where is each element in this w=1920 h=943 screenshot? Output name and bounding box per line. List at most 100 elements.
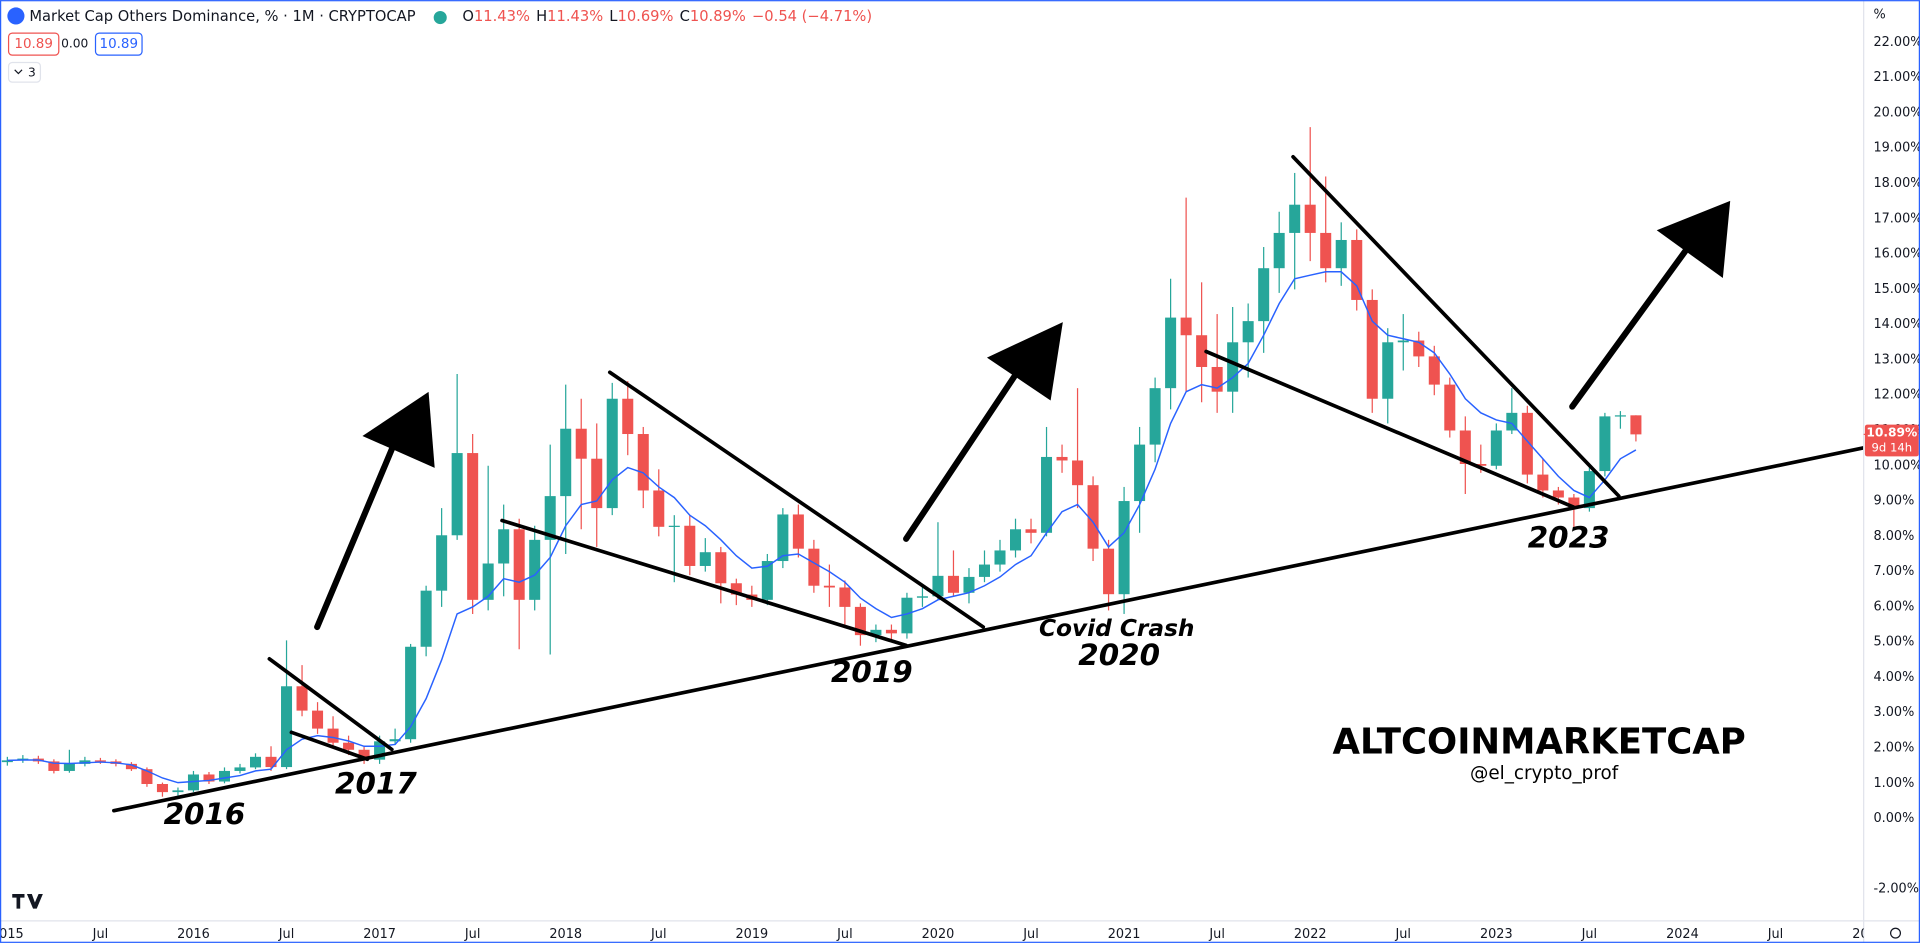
y-tick-label: 19.00% [1873,141,1920,156]
y-tick-label: 2.00% [1873,741,1914,756]
ohlc-key: C [680,8,690,25]
trendline [1291,154,1621,498]
buy-button[interactable] [94,32,143,56]
price-tag [1864,424,1919,457]
annotation: 2020 [1078,638,1160,672]
candle-body [94,760,106,762]
candle-body [622,398,634,435]
candle-body [1056,456,1068,461]
candle-body [1289,204,1301,233]
indicators-toggle[interactable] [7,61,42,83]
x-tick-label: 2018 [549,927,582,942]
y-tick-label: 10.00% [1873,458,1920,473]
candle-body [1599,416,1611,472]
candle-body [374,741,386,760]
x-tick-label: Jul [836,927,853,942]
change: −0.54 (−4.71%) [752,8,872,25]
candle-body [668,525,680,527]
candle-body [963,576,975,593]
ohlc-value: 11.43% [474,8,530,25]
trendline [112,445,1864,813]
sell-price[interactable]: 10.89 [14,37,53,52]
candle-body [870,629,882,636]
symbol-title: Market Cap Others Dominance, % · 1M · CR… [29,8,415,25]
candle-body [436,535,448,591]
arrow-shaft [314,440,398,631]
candle-body [1149,388,1161,445]
candle-body [606,398,618,509]
chevron-icon [14,69,23,75]
candle-body [265,756,277,768]
trendline [607,370,986,629]
candle-body [1010,529,1022,551]
candle-body [1537,474,1549,491]
candle-body [1552,490,1564,498]
candle-body [1351,239,1363,300]
y-tick-label: 17.00% [1873,211,1920,226]
candle-body [498,529,510,564]
candle-body [916,596,928,598]
y-tick-label: 22.00% [1873,35,1920,50]
candle-body [1490,430,1502,466]
buy-price[interactable]: 10.89 [100,37,139,52]
watermark-handle: @el_crypto_prof [1470,763,1619,784]
ohlc-value: 10.89% [690,8,746,25]
x-tick-label: Jul [650,927,667,942]
x-tick-label: 2024 [1666,927,1699,942]
candle-body [854,606,866,636]
settings-icon[interactable] [1890,927,1902,939]
arrow-head [986,322,1063,401]
candle-body [591,458,603,509]
logo[interactable] [12,893,43,909]
candle-body [1165,317,1177,389]
legend-title: Market Cap Others Dominance, % · 1M · CR… [29,7,872,27]
x-tick-label: 2015 [0,927,24,942]
y-tick-label: 15.00% [1873,282,1920,297]
trendline [289,730,370,762]
candle-body [1630,415,1642,435]
candle-body [684,525,696,566]
y-tick-label: 12.00% [1873,388,1920,403]
candle-body [1072,460,1084,486]
annotations: 2016 2017 2019 Covid Crash 2020 2023 ALT… [164,520,1746,831]
candle-body [1103,548,1115,595]
candle-body [405,646,417,740]
candle-body [994,550,1006,565]
arrow-head [1656,200,1731,279]
y-tick-label: 16.00% [1873,247,1920,262]
x-tick-label: 2019 [735,927,768,942]
candle-body [932,575,944,597]
x-tick-label: 2017 [363,927,396,942]
sell-button[interactable] [7,32,60,56]
candle-body [327,728,339,743]
y-tick-label: 8.00% [1873,529,1914,544]
candle-body [839,587,851,607]
candle-body [947,575,959,593]
ohlc-value: 10.69% [617,8,673,25]
indicators-count[interactable]: 3 [28,65,36,79]
candle-body [715,552,727,584]
candle-body [1227,342,1239,392]
annotation: Covid Crash [1039,615,1195,642]
candle-body [187,774,199,791]
annotation: 2016 [164,797,246,831]
candle-body [575,428,587,459]
x-tick-label: Jul [278,927,295,942]
candle-body [358,749,370,760]
candle-body [312,710,324,729]
candle-body [1025,529,1037,533]
candle-body [203,774,215,782]
time-axis: 2015 Jul 2016 Jul 2017 Jul 2018 Jul 2019 Jul 2020 J… [0,927,1864,942]
trendline [267,657,394,752]
y-tick-label: 14.00% [1873,317,1920,332]
candle-body [529,539,541,600]
x-tick-label: Jul [1022,927,1039,942]
plot-area [1,127,1642,797]
candle-body [1568,497,1580,509]
axis-unit: % [1873,7,1885,22]
price-axis: 22.00% 21.00% 20.00% 19.00% 18.00% 17.00% 16.0… [1863,35,1920,897]
x-tick-label: 2016 [177,927,210,942]
